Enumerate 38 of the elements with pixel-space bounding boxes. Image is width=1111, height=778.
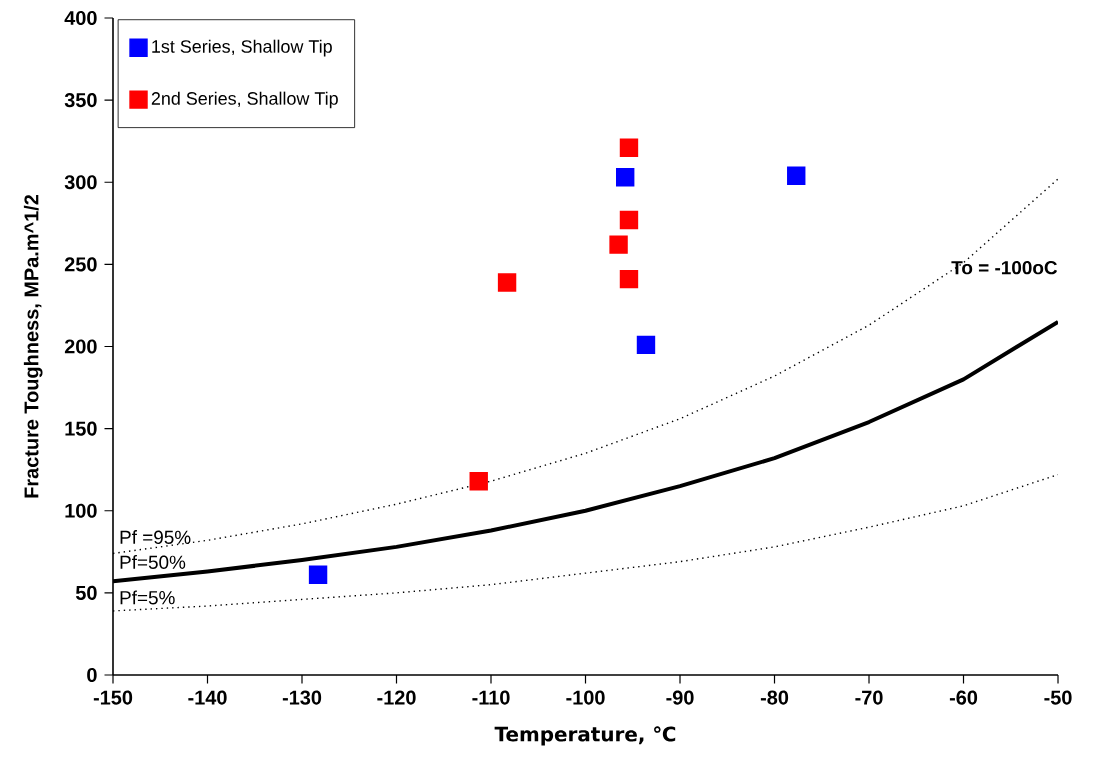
point (619, 138, 639, 157)
y-tick-label: 200 (64, 339, 97, 354)
point (616, 168, 635, 187)
y-tick-label: 250 (64, 257, 97, 272)
y-axis-title: Fracture Toughness, MPa.m^1/2 (23, 194, 43, 498)
y-tick-label: 150 (65, 421, 97, 436)
annotation: To = -100oC (951, 260, 1058, 275)
x-tick-label: -140 (188, 690, 227, 705)
y-tick-label: 350 (64, 93, 97, 108)
x-tick-label: -100 (566, 690, 605, 705)
y-tick-label: 400 (64, 10, 97, 26)
point (619, 269, 639, 289)
legend-label: 2nd Series, Shallow Tip (151, 91, 338, 109)
annotation: Pf=5% (120, 590, 175, 605)
y-tick-label: 100 (65, 503, 97, 518)
x-tick-label: -110 (472, 690, 510, 705)
x-tick-label: -90 (666, 690, 694, 705)
y-tick-label: 300 (64, 175, 97, 190)
x-tick-label: -130 (282, 690, 322, 705)
annotation: Pf =95% (120, 530, 191, 544)
x-tick-label: -120 (377, 690, 416, 705)
x-tick-label: -70 (855, 690, 883, 705)
point (636, 335, 656, 355)
annotation: Pf=50% (120, 555, 186, 569)
point (787, 166, 806, 185)
y-tick-label: 0 (87, 667, 97, 683)
y-tick-label: 50 (75, 585, 97, 600)
point (469, 471, 488, 491)
x-tick-label: -150 (93, 690, 133, 705)
x-axis-title: Temperature, ℃ (494, 726, 676, 746)
point (609, 235, 628, 254)
point (497, 273, 517, 292)
point (619, 210, 639, 230)
x-tick-label: -50 (1044, 690, 1072, 705)
point (308, 565, 328, 584)
x-tick-label: -60 (949, 690, 978, 705)
legend-label: 1st Series, Shallow Tip (152, 39, 332, 57)
x-tick-label: -80 (760, 690, 789, 705)
